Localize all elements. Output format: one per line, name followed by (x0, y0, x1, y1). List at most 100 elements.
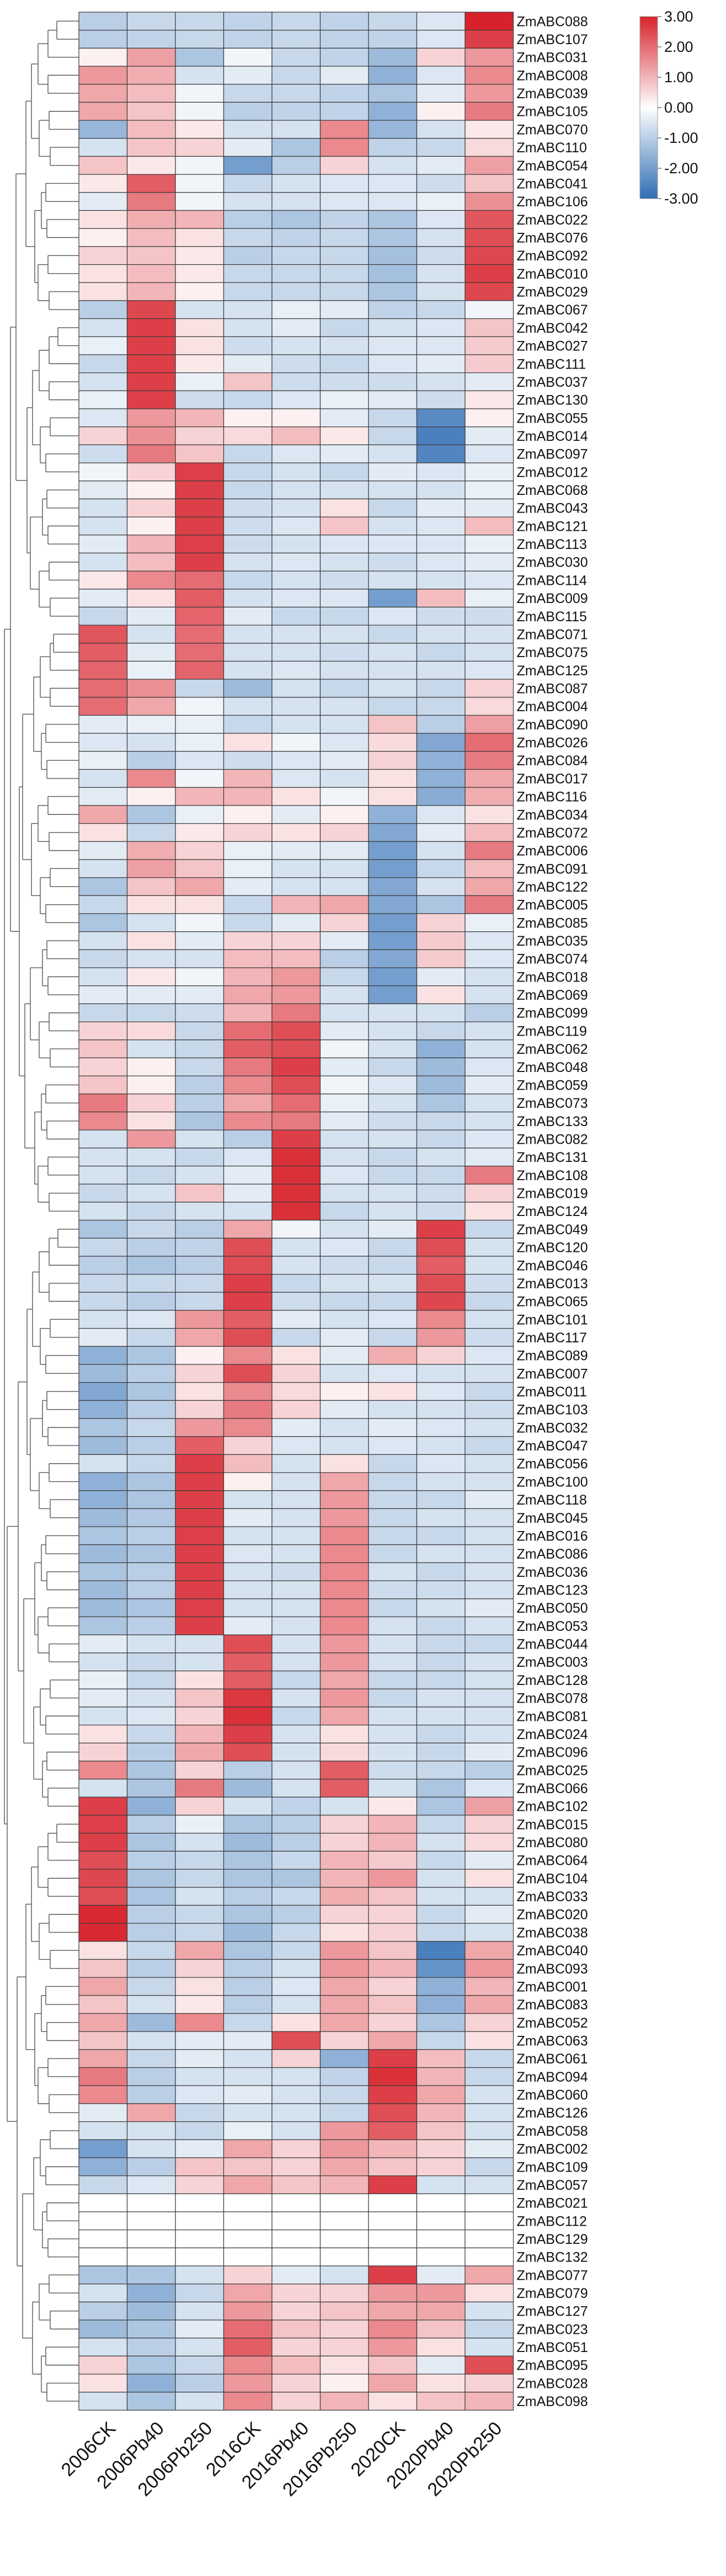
heatmap-cell (465, 1796, 514, 1816)
heatmap-cell (465, 444, 514, 463)
heatmap-cell (223, 282, 273, 301)
heatmap-cell (368, 1869, 418, 1888)
heatmap-cell (175, 66, 225, 85)
row-label: ZmABC045 (517, 1511, 588, 1526)
heatmap-cell (175, 643, 225, 662)
heatmap-cell (271, 1887, 321, 1906)
row-label: ZmABC064 (517, 1853, 588, 1869)
heatmap-cell (368, 1725, 418, 1743)
row-label: ZmABC005 (517, 898, 588, 913)
heatmap-cell (465, 318, 514, 337)
heatmap-cell (175, 318, 225, 337)
heatmap-cell (319, 733, 369, 752)
heatmap-cell (416, 1850, 466, 1870)
heatmap-cell (368, 2103, 418, 2122)
row-label: ZmABC092 (517, 248, 588, 264)
heatmap-cell (416, 733, 466, 752)
heatmap-cell (271, 552, 321, 572)
heatmap-cell (416, 1887, 466, 1906)
heatmap-cell (368, 1094, 418, 1113)
row-label: ZmABC104 (517, 1871, 588, 1886)
heatmap-cell (175, 1436, 225, 1455)
heatmap-cell (175, 462, 225, 482)
heatmap-cell (416, 913, 466, 932)
heatmap-cell (465, 84, 514, 103)
heatmap-cell (416, 1923, 466, 1942)
heatmap-cell (416, 1364, 466, 1383)
heatmap-cell (126, 733, 176, 752)
heatmap-cell (126, 1616, 176, 1635)
row-label: ZmABC106 (517, 194, 588, 210)
row-label: ZmABC043 (517, 501, 588, 516)
heatmap-cell (368, 481, 418, 499)
heatmap-cell (78, 2031, 128, 2050)
heatmap-cell (465, 2247, 514, 2266)
heatmap-cell (368, 228, 418, 247)
heatmap-cell (368, 2265, 418, 2285)
heatmap-cell (368, 931, 418, 950)
heatmap-cell (319, 985, 369, 1004)
heatmap-cell (319, 47, 369, 67)
heatmap-cell (175, 84, 225, 103)
heatmap-cell (175, 1598, 225, 1618)
heatmap-cell (416, 444, 466, 463)
row-label: ZmABC010 (517, 266, 588, 282)
heatmap-cell (78, 606, 128, 626)
heatmap-cell (126, 679, 176, 698)
heatmap-cell (319, 1094, 369, 1113)
row-label: ZmABC015 (517, 1817, 588, 1832)
heatmap-cell (126, 841, 176, 860)
heatmap-cell (223, 1364, 273, 1383)
heatmap-cell (416, 1039, 466, 1059)
heatmap-cell (126, 2067, 176, 2086)
row-label: ZmABC041 (517, 176, 588, 191)
heatmap-cell (416, 805, 466, 824)
heatmap-cell (271, 1923, 321, 1942)
heatmap-cell (175, 967, 225, 986)
heatmap-cell (223, 1057, 273, 1076)
heatmap-cell (465, 2049, 514, 2068)
heatmap-cell (78, 985, 128, 1004)
row-label: ZmABC016 (517, 1528, 588, 1544)
heatmap-cell (223, 859, 273, 878)
heatmap-cell (416, 192, 466, 211)
heatmap-cell (319, 2265, 369, 2285)
heatmap-cell (271, 1418, 321, 1437)
heatmap-cell (175, 1815, 225, 1834)
heatmap-cell (416, 1274, 466, 1293)
heatmap-cell (78, 1977, 128, 1996)
heatmap-cell (465, 1670, 514, 1689)
heatmap-cell (78, 949, 128, 968)
heatmap-cell (126, 1598, 176, 1618)
heatmap-cell (319, 2049, 369, 2068)
heatmap-cell (223, 1346, 273, 1365)
heatmap-cell (416, 66, 466, 85)
heatmap-cell (465, 1977, 514, 1996)
heatmap-cell (223, 12, 273, 31)
heatmap-cell (78, 2355, 128, 2375)
heatmap-cell (126, 1688, 176, 1708)
heatmap-cell (319, 570, 369, 590)
heatmap-cell (223, 1905, 273, 1924)
heatmap-cell (175, 606, 225, 626)
row-label: ZmABC069 (517, 988, 588, 1003)
heatmap-cell (271, 1057, 321, 1076)
heatmap-cell (175, 426, 225, 445)
heatmap-cell (319, 1274, 369, 1293)
heatmap-cell (416, 643, 466, 662)
row-label: ZmABC003 (517, 1655, 588, 1670)
heatmap-cell (368, 1544, 418, 1564)
row-label: ZmABC074 (517, 952, 588, 967)
heatmap-cell (175, 1905, 225, 1924)
heatmap-cell (416, 1238, 466, 1257)
heatmap-cell (78, 1490, 128, 1510)
heatmap-cell (271, 1562, 321, 1581)
heatmap-cell (175, 805, 225, 824)
heatmap-cell (465, 2193, 514, 2212)
heatmap-cell (368, 300, 418, 319)
heatmap-cell (465, 2374, 514, 2393)
heatmap-cell (416, 679, 466, 698)
heatmap-cell (223, 733, 273, 752)
heatmap-cell (416, 1292, 466, 1311)
heatmap-cell (465, 1905, 514, 1924)
